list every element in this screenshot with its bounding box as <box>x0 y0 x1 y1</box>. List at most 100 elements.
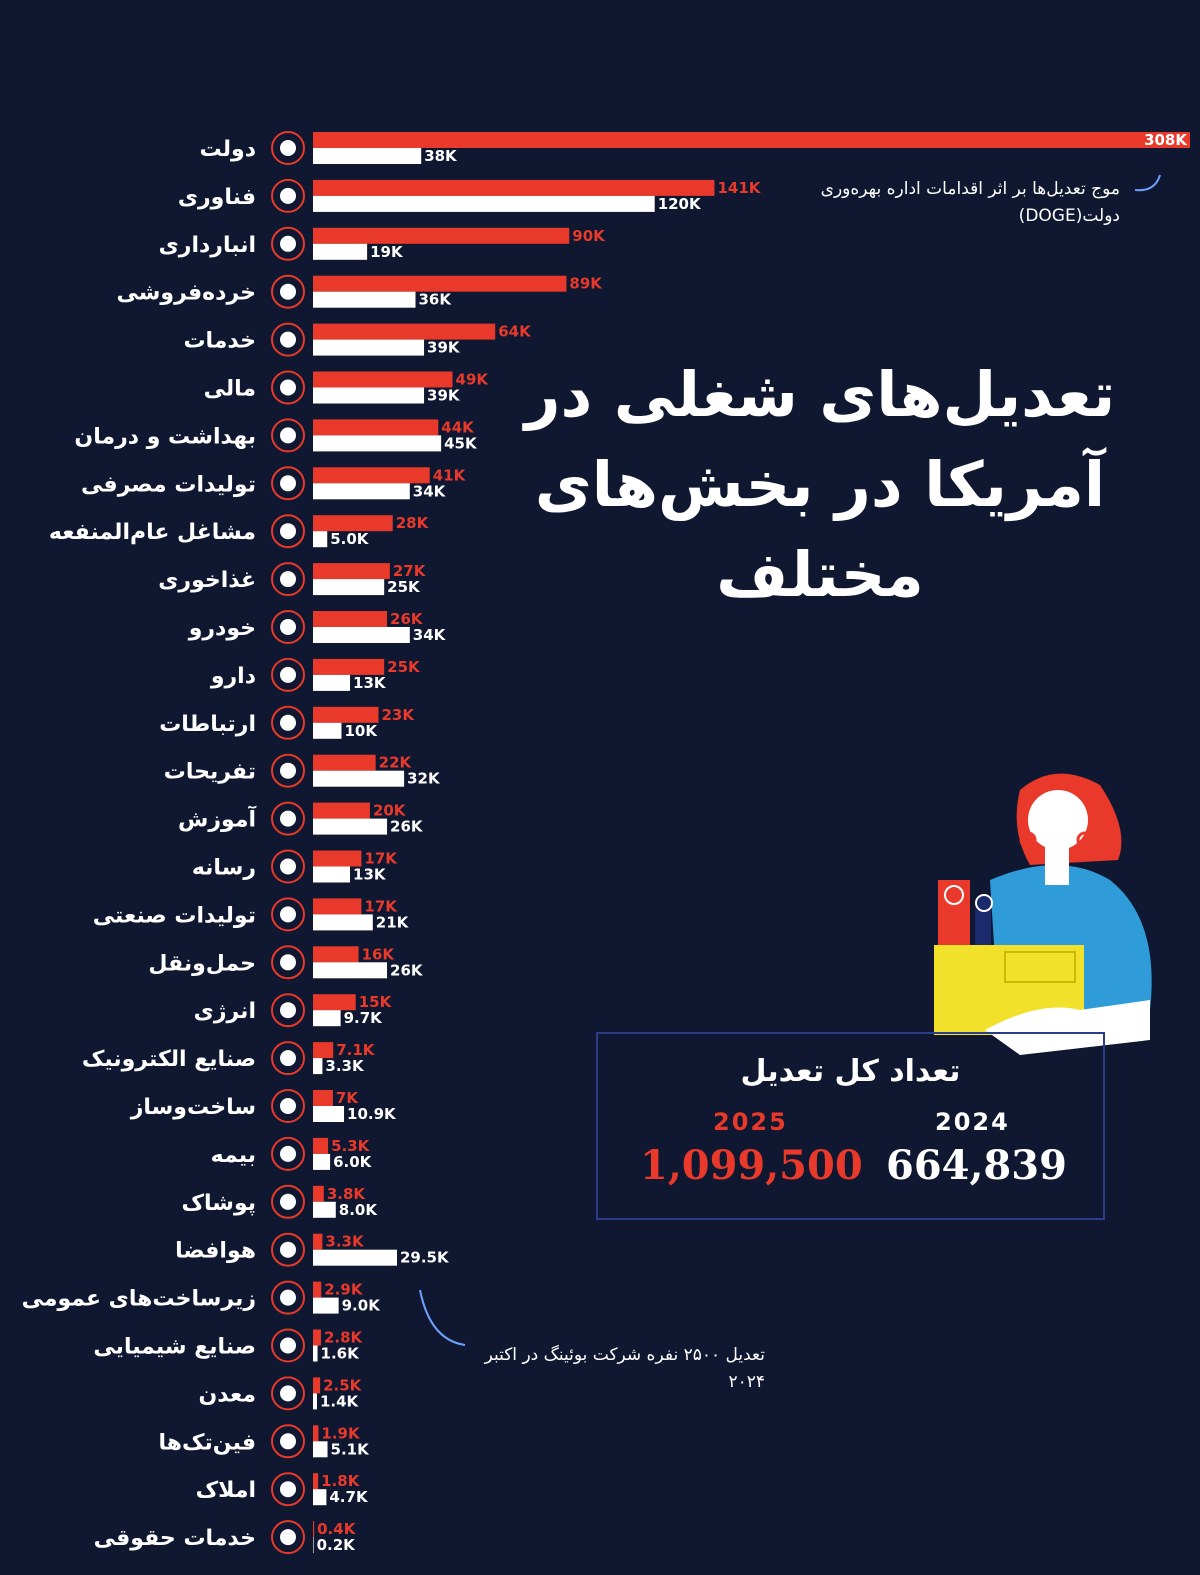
bar <box>313 435 442 452</box>
value-label: 26K <box>390 961 424 979</box>
category-label: دولت <box>199 137 256 162</box>
category-icon <box>280 1145 296 1162</box>
category-label: زیرساخت‌های عمومی <box>22 1287 256 1312</box>
category-icon <box>271 1472 305 1507</box>
bar <box>313 1153 331 1170</box>
bar <box>313 1521 315 1538</box>
category-label: خدمات حقوقی <box>94 1526 256 1551</box>
bar <box>313 467 430 484</box>
value-label: 10.9K <box>347 1105 397 1123</box>
value-label: 17K <box>364 850 398 868</box>
value-label: 1.9K <box>321 1424 361 1442</box>
value-label: 7K <box>336 1089 359 1107</box>
value-label: 28K <box>396 514 430 532</box>
value-label: 15K <box>359 993 393 1011</box>
category-icon <box>271 514 305 549</box>
category-label: صنایع الکترونیک <box>82 1047 256 1072</box>
bar <box>313 914 373 931</box>
bar <box>313 563 390 580</box>
category-label: بیمه <box>211 1143 256 1168</box>
bar <box>313 1249 397 1266</box>
bar <box>313 946 359 963</box>
bar <box>313 1090 333 1106</box>
value-label: 21K <box>376 913 410 931</box>
value-label: 0.2K <box>317 1536 357 1554</box>
category-label: آموزش <box>178 805 256 833</box>
value-label: 23K <box>381 706 415 724</box>
bar <box>313 866 351 883</box>
category-icon <box>280 714 296 731</box>
value-label: 25K <box>387 578 421 596</box>
bar <box>313 419 439 436</box>
bar <box>313 515 393 532</box>
value-label: 16K <box>362 945 396 963</box>
illustration <box>934 773 1152 1055</box>
value-label: 2.8K <box>324 1329 364 1347</box>
bar <box>313 1441 328 1458</box>
category-icon <box>271 1328 305 1363</box>
bar <box>313 627 410 643</box>
value-label: 13K <box>353 866 387 884</box>
category-icon <box>280 140 296 156</box>
bar <box>313 994 356 1011</box>
bar <box>313 770 405 787</box>
category-icon <box>280 379 296 396</box>
category-icon <box>271 801 305 836</box>
category-label: مالی <box>204 377 256 402</box>
category-label: فین‌تک‌ها <box>159 1430 257 1455</box>
category-icon <box>280 1050 296 1067</box>
category-label: خودرو <box>188 616 256 641</box>
category-icon <box>280 1002 296 1019</box>
bar <box>313 387 425 404</box>
value-label: 44K <box>441 418 475 436</box>
value-label: 1.6K <box>321 1345 361 1363</box>
category-label: ساخت‌وساز <box>130 1095 256 1120</box>
category-label: صنایع شیمیایی <box>93 1335 256 1360</box>
category-icon <box>280 1529 296 1546</box>
value-label: 64K <box>498 323 532 341</box>
year-label: 2025 <box>713 1108 788 1136</box>
category-icon <box>271 226 305 261</box>
category-icon <box>280 1241 296 1258</box>
value-label: 3.3K <box>325 1057 365 1075</box>
bar <box>313 1137 329 1154</box>
category-icon <box>271 131 305 165</box>
value-label: 10K <box>344 722 378 740</box>
category-icon <box>271 322 305 357</box>
category-icon <box>271 1280 305 1315</box>
bar <box>313 1233 323 1250</box>
category-icon <box>271 610 305 644</box>
value-label: 1.8K <box>321 1472 361 1490</box>
value-label: 0.4K <box>317 1520 357 1538</box>
bar <box>313 227 570 244</box>
value-label: 22K <box>379 754 413 772</box>
bar <box>313 1010 341 1027</box>
value-label: 36K <box>419 291 453 309</box>
total-value: 664,839 <box>886 1142 1067 1189</box>
bar <box>313 1345 318 1362</box>
annotation: تعدیل ۲۵۰۰ نفره شرکت بوئینگ در اکتبر ۲۰۲… <box>484 1345 765 1392</box>
category-icon <box>271 657 305 692</box>
value-label: 9.0K <box>342 1297 382 1315</box>
bar <box>313 1537 314 1554</box>
bar <box>313 483 410 500</box>
category-icon <box>271 1520 305 1555</box>
category-icon <box>271 945 305 980</box>
category-icon <box>280 523 296 540</box>
category-label: دارو <box>210 664 256 689</box>
category-icon <box>280 1433 296 1450</box>
value-label: 17K <box>364 897 398 915</box>
category-label: انرژی <box>194 999 256 1024</box>
value-label: 2.9K <box>324 1281 364 1299</box>
bar <box>313 1393 317 1410</box>
category-icon <box>280 619 296 635</box>
bar <box>313 754 376 771</box>
category-icon <box>271 370 305 405</box>
bar <box>313 132 1190 148</box>
value-label: 4.7K <box>329 1488 369 1506</box>
bar <box>313 850 362 867</box>
category-icon <box>271 1089 305 1123</box>
category-icon <box>271 993 305 1028</box>
category-icon <box>280 858 296 875</box>
